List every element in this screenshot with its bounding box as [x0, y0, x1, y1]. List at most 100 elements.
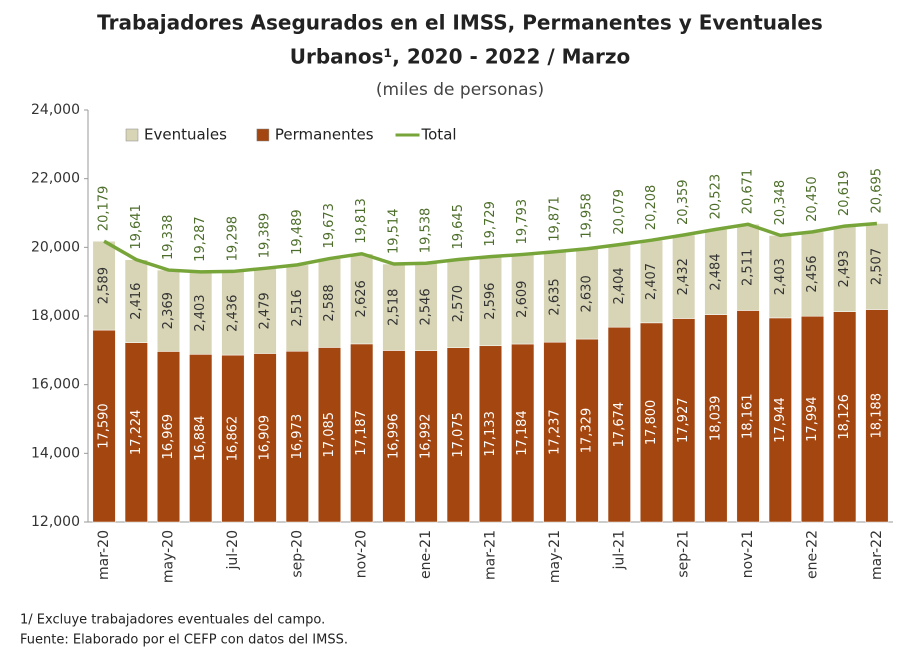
data-label: 17,800 [644, 400, 659, 446]
data-label: 2,456 [805, 255, 820, 292]
y-tick-label: 18,000 [31, 308, 80, 324]
data-label: 19,287 [193, 216, 208, 262]
data-label: 2,407 [644, 263, 659, 300]
data-label: 16,862 [225, 416, 240, 462]
y-tick-label: 22,000 [31, 171, 80, 187]
data-label: 17,994 [805, 396, 820, 442]
data-label: 2,507 [869, 248, 884, 285]
data-label: 16,996 [386, 413, 401, 459]
y-tick-label: 12,000 [31, 514, 80, 530]
x-tick-label: may-20 [161, 530, 177, 583]
total-line [103, 221, 878, 274]
data-label: 18,126 [837, 394, 852, 440]
data-label: 20,523 [708, 174, 723, 220]
data-label: 20,450 [805, 176, 820, 222]
data-label: 2,403 [773, 258, 788, 295]
data-label: 20,359 [676, 180, 691, 226]
data-label: 19,489 [290, 209, 305, 255]
data-label: 19,729 [483, 201, 498, 247]
data-label: 2,432 [676, 258, 691, 295]
x-tick-label: sep-21 [676, 530, 692, 578]
data-label: 20,671 [741, 169, 756, 215]
data-label: 2,589 [97, 267, 112, 304]
data-label: 2,479 [258, 292, 273, 329]
x-tick-label: ene-22 [805, 530, 821, 579]
x-tick-label: nov-20 [354, 530, 370, 578]
y-tick-label: 24,000 [31, 102, 80, 118]
data-label: 2,484 [708, 253, 723, 290]
data-label: 2,570 [451, 285, 466, 322]
data-label: 2,403 [193, 294, 208, 331]
data-label: 16,969 [161, 414, 176, 460]
data-label: 20,208 [644, 185, 659, 231]
data-label: 16,973 [290, 414, 305, 460]
chart-subtitle: (miles de personas) [376, 80, 544, 100]
data-label: 2,609 [515, 281, 530, 318]
data-label: 19,871 [547, 196, 562, 242]
data-label: 2,518 [386, 289, 401, 326]
data-label: 2,369 [161, 292, 176, 329]
data-label: 2,596 [483, 283, 498, 320]
x-tick-label: mar-20 [96, 530, 112, 580]
data-label: 17,085 [322, 412, 337, 458]
x-tick-label: jul-20 [225, 530, 241, 571]
data-label: 17,944 [773, 397, 788, 443]
data-label: 16,884 [193, 415, 208, 461]
data-label: 2,546 [419, 288, 434, 325]
data-label: 18,039 [708, 396, 723, 442]
data-label: 19,538 [419, 208, 434, 254]
y-tick-label: 16,000 [31, 377, 80, 393]
legend-swatch [256, 128, 270, 142]
x-tick-label: mar-22 [869, 530, 885, 580]
data-label: 2,626 [354, 280, 369, 317]
x-tick-label: nov-21 [740, 530, 756, 578]
data-label: 17,674 [612, 402, 627, 448]
chart-title: Urbanos¹, 2020 - 2022 / Marzo [290, 45, 631, 69]
data-label: 19,338 [161, 215, 176, 261]
y-tick-label: 14,000 [31, 445, 80, 461]
data-label: 19,641 [129, 204, 144, 250]
data-label: 17,184 [515, 410, 530, 456]
data-label: 17,237 [547, 409, 562, 455]
data-label: 19,298 [225, 216, 240, 262]
data-label: 2,635 [547, 278, 562, 315]
data-label: 19,813 [354, 198, 369, 244]
data-label: 18,188 [869, 393, 884, 439]
data-label: 2,416 [129, 283, 144, 320]
data-label: 2,588 [322, 284, 337, 321]
data-label: 20,079 [612, 189, 627, 235]
x-tick-label: sep-20 [289, 530, 305, 578]
data-label: 16,992 [419, 414, 434, 460]
data-label: 17,133 [483, 411, 498, 457]
x-tick-label: jul-21 [611, 530, 627, 571]
x-tick-label: ene-21 [418, 530, 434, 579]
y-tick-label: 20,000 [31, 239, 80, 255]
data-label: 2,630 [580, 275, 595, 312]
data-label: 17,224 [129, 410, 144, 456]
data-label: 19,645 [451, 204, 466, 250]
data-label: 17,075 [451, 412, 466, 458]
legend-label: Total [421, 126, 457, 144]
data-label: 17,329 [580, 408, 595, 454]
data-label: 17,927 [676, 398, 691, 444]
data-label: 2,493 [837, 250, 852, 287]
footnote: 1/ Excluye trabajadores eventuales del c… [20, 613, 325, 628]
data-label: 2,511 [741, 249, 756, 286]
source-note: Fuente: Elaborado por el CEFP con datos … [20, 633, 348, 648]
data-label: 19,389 [258, 213, 273, 259]
x-tick-label: mar-21 [483, 530, 499, 580]
data-label: 20,619 [837, 171, 852, 217]
data-label: 20,695 [869, 168, 884, 214]
data-label: 2,436 [225, 295, 240, 332]
data-label: 19,958 [580, 193, 595, 239]
data-label: 19,673 [322, 203, 337, 249]
data-label: 17,590 [97, 403, 112, 449]
data-label: 20,348 [773, 180, 788, 226]
data-label: 19,514 [386, 209, 401, 255]
legend-label: Eventuales [144, 126, 227, 144]
data-label: 16,909 [258, 415, 273, 461]
x-tick-label: may-21 [547, 530, 563, 583]
data-label: 18,161 [741, 393, 756, 439]
